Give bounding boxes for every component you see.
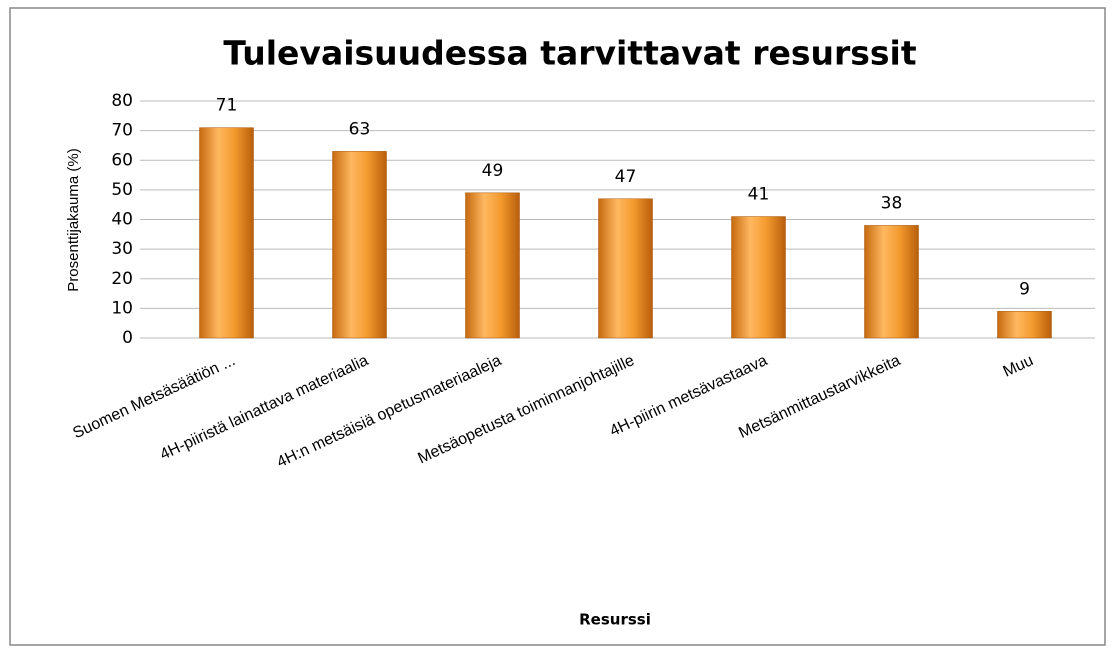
value-label: 47 bbox=[615, 167, 637, 187]
bar bbox=[332, 151, 387, 339]
value-label: 38 bbox=[881, 193, 903, 213]
value-label: 63 bbox=[349, 119, 371, 139]
bar bbox=[598, 198, 653, 339]
value-label: 71 bbox=[216, 96, 238, 116]
chart-title: Tulevaisuudessa tarvittavat resurssit bbox=[223, 34, 916, 73]
y-tick-label: 20 bbox=[111, 269, 133, 289]
y-tick-label: 30 bbox=[111, 239, 133, 259]
y-tick-label: 10 bbox=[111, 298, 133, 318]
bar bbox=[731, 216, 786, 339]
y-tick-label: 60 bbox=[111, 150, 133, 170]
y-axis-label: Prosenttijakauma (%) bbox=[65, 148, 82, 291]
value-label: 41 bbox=[748, 185, 770, 205]
chart-frame bbox=[9, 7, 1106, 646]
value-label: 9 bbox=[1019, 279, 1030, 299]
y-tick-label: 50 bbox=[111, 180, 133, 200]
bar bbox=[864, 225, 919, 339]
y-tick-label: 0 bbox=[122, 328, 133, 348]
y-tick-label: 70 bbox=[111, 121, 133, 141]
x-axis-label: Resurssi bbox=[579, 611, 651, 629]
bar bbox=[199, 127, 254, 339]
bar bbox=[465, 192, 520, 339]
value-label: 49 bbox=[482, 161, 504, 181]
y-tick-label: 80 bbox=[111, 91, 133, 111]
bar bbox=[997, 311, 1052, 339]
y-tick-label: 40 bbox=[111, 210, 133, 230]
